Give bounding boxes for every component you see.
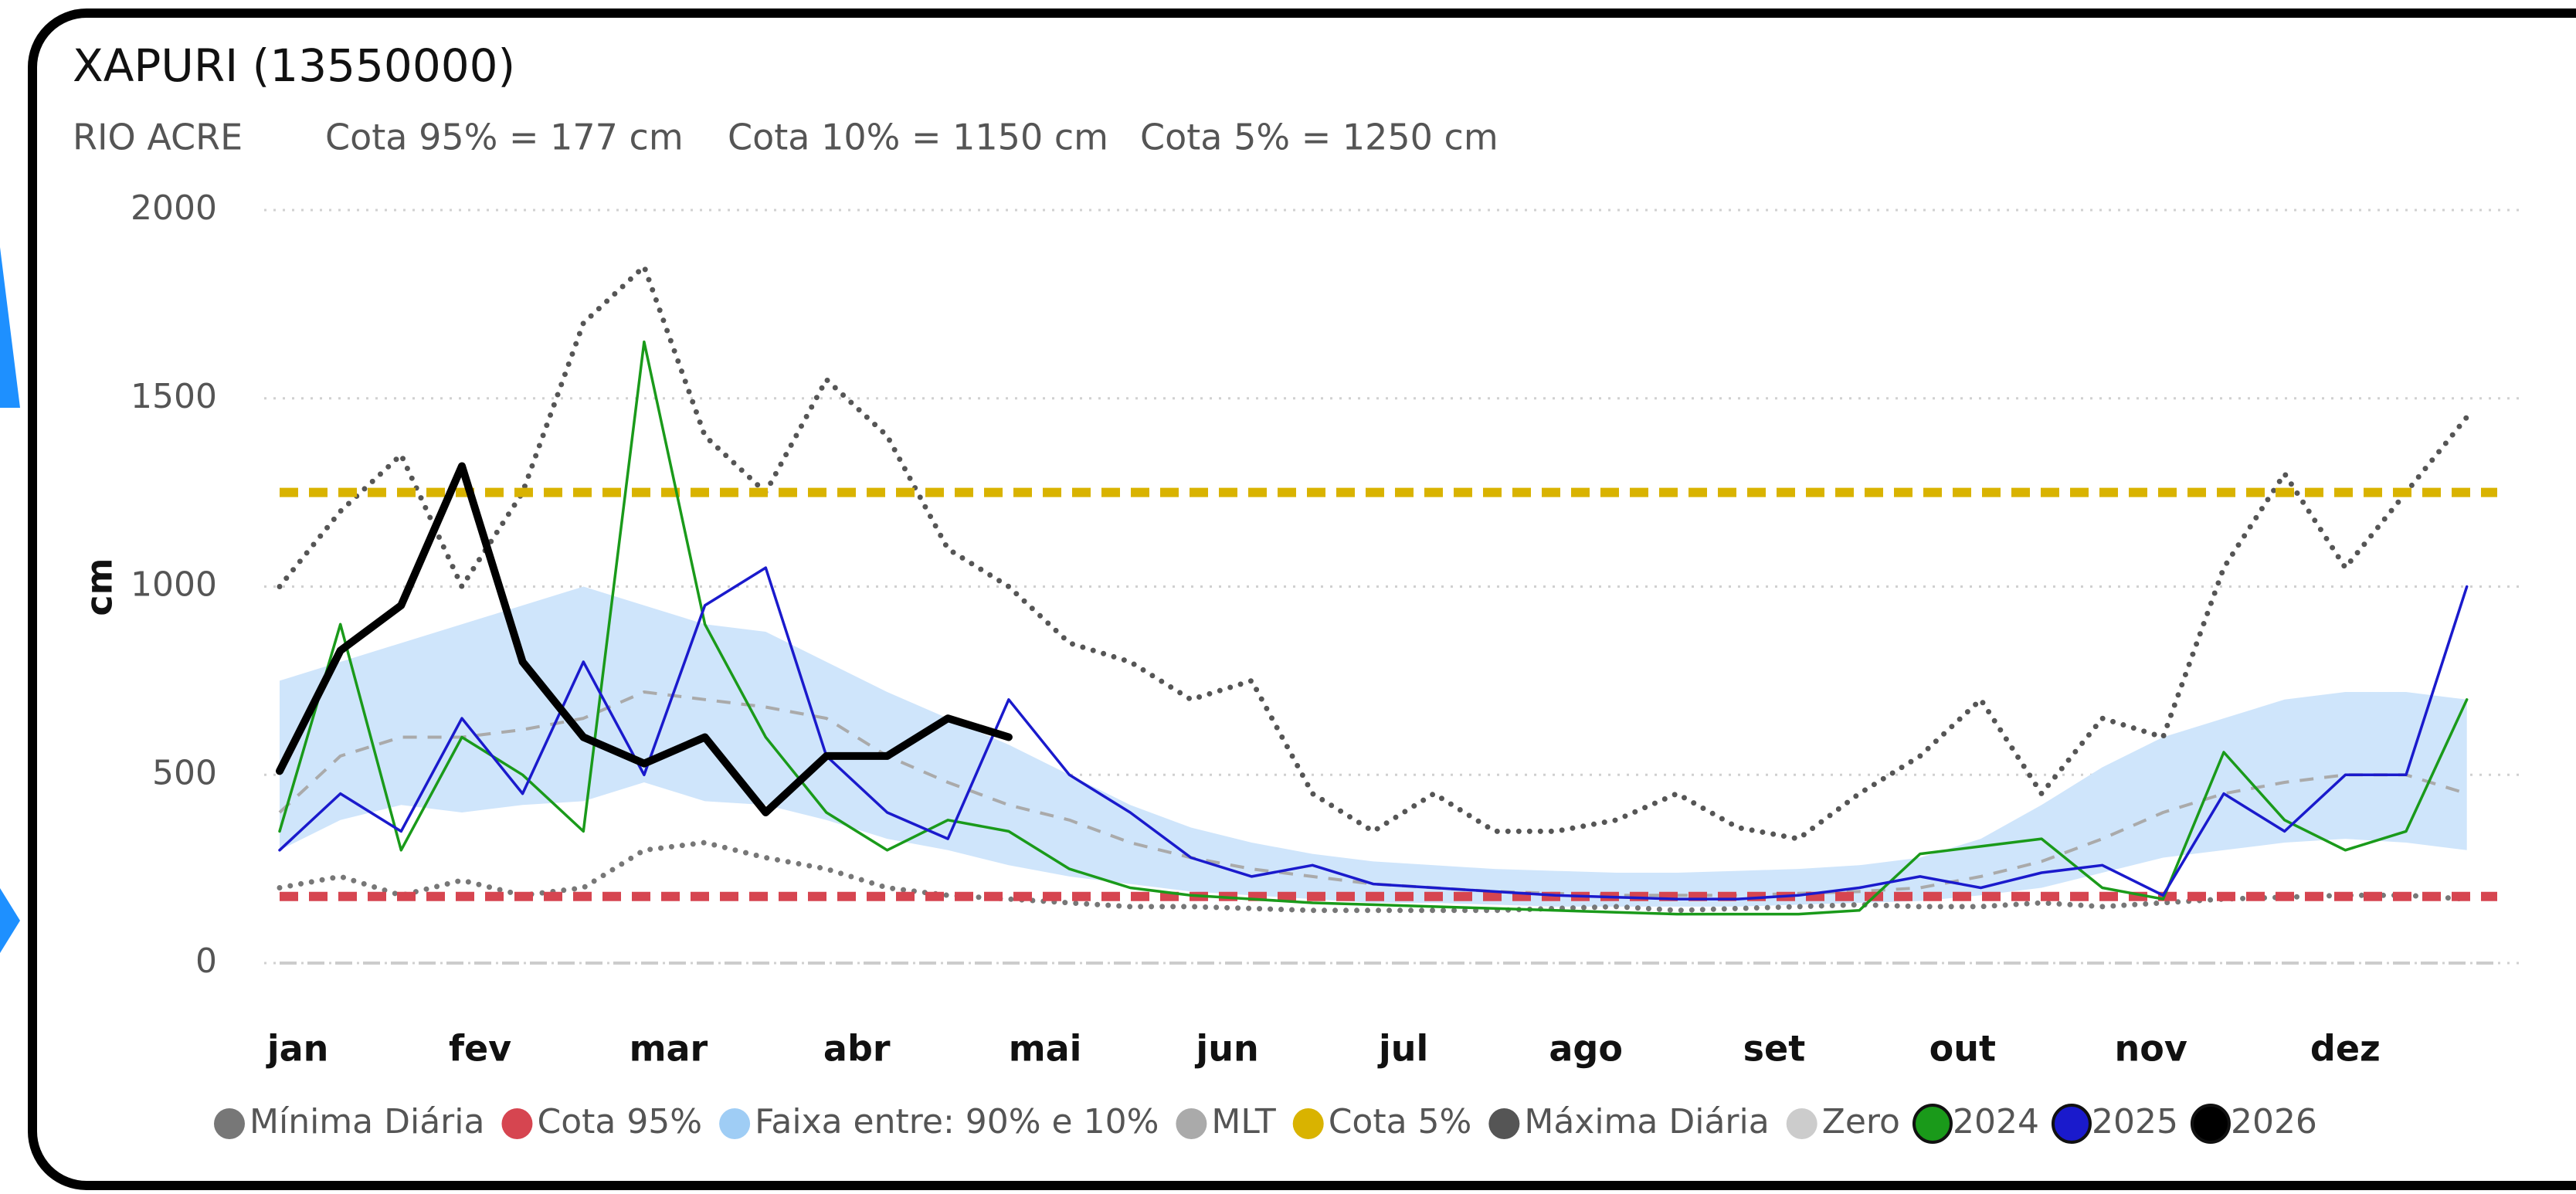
x-tick-label: nov: [2114, 1028, 2187, 1070]
x-tick-label: fev: [449, 1028, 511, 1070]
x-tick-label: dez: [2310, 1028, 2381, 1070]
x-tick-label: jul: [1377, 1028, 1428, 1070]
x-tick-label: mai: [1009, 1028, 1082, 1070]
legend-label: MLT: [1211, 1102, 1275, 1141]
chart-title: XAPURI (13550000): [73, 39, 515, 92]
legend-marker: [214, 1108, 245, 1139]
series-line: [276, 462, 1013, 816]
subtitle: Cota 5% = 1250 cm: [1140, 117, 1498, 158]
legend-label: Cota 95%: [537, 1102, 702, 1141]
x-tick-label: jun: [1194, 1028, 1258, 1070]
legend-marker: [501, 1108, 533, 1139]
side-arrow: [0, 247, 20, 408]
legend-label: 2024: [1953, 1102, 2039, 1141]
legend-marker: [1786, 1108, 1817, 1139]
series-line: [278, 340, 2469, 916]
y-tick-label: 500: [152, 753, 217, 792]
subtitle: RIO ACRE: [73, 117, 243, 158]
y-tick-label: 1000: [131, 565, 217, 605]
legend-marker: [719, 1108, 751, 1139]
x-tick-label: jan: [266, 1028, 329, 1070]
x-tick-label: ago: [1549, 1028, 1623, 1070]
legend-label: Zero: [1822, 1102, 1900, 1141]
legend-marker: [1488, 1108, 1520, 1139]
subtitle: Cota 10% = 1150 cm: [728, 117, 1108, 158]
series-line: [278, 690, 2468, 897]
legend-marker: [1292, 1108, 1324, 1139]
y-tick-label: 0: [195, 941, 217, 981]
y-tick-label: 2000: [131, 188, 217, 228]
subtitle: Cota 95% = 177 cm: [325, 117, 684, 158]
side-arrow: [0, 888, 20, 953]
card-frame: [28, 8, 2576, 1190]
series-line: [277, 263, 2470, 842]
y-axis-title: cm: [79, 558, 120, 616]
legend-label: Cota 5%: [1329, 1102, 1472, 1141]
legend-marker: [1912, 1104, 1953, 1144]
band-area: [280, 586, 2467, 907]
legend-marker: [2190, 1104, 2231, 1144]
legend-marker: [1176, 1108, 1207, 1139]
legend-label: 2025: [2092, 1102, 2178, 1141]
legend-label: Mínima Diária: [249, 1102, 484, 1141]
legend-marker: [2051, 1104, 2092, 1144]
legend-label: 2026: [2231, 1102, 2317, 1141]
series-line: [277, 840, 2470, 914]
series-line: [278, 566, 2469, 901]
legend-label: Máxima Diária: [1524, 1102, 1769, 1141]
x-tick-label: mar: [630, 1028, 708, 1070]
x-tick-label: set: [1743, 1028, 1806, 1070]
x-tick-label: abr: [823, 1028, 891, 1070]
legend-label: Faixa entre: 90% e 10%: [755, 1102, 1159, 1141]
x-tick-label: out: [1929, 1028, 1996, 1070]
y-tick-label: 1500: [131, 377, 217, 416]
